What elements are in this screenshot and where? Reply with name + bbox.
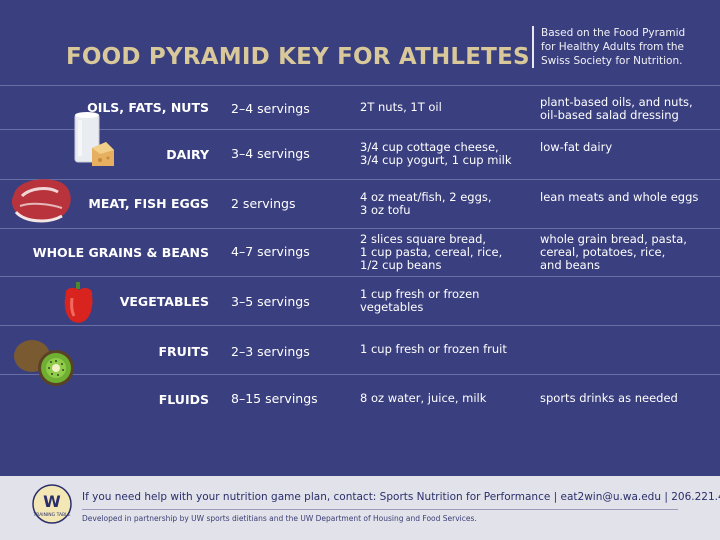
- footer-divider: [82, 509, 678, 510]
- food-group-grains: WHOLE GRAINS & BEANS: [32, 245, 209, 260]
- page-title: FOOD PYRAMID KEY FOR ATHLETES: [66, 44, 530, 70]
- choice-line: plant-based oils, and nuts,: [540, 95, 693, 109]
- servings-grains: 4–7 servings: [231, 244, 310, 259]
- amount-line: vegetables: [360, 300, 424, 314]
- amount-line: 1 cup pasta, cereal, rice,: [360, 245, 503, 259]
- amount-oils: 2T nuts, 1T oil: [360, 101, 442, 114]
- amount-line: 1 cup fresh or frozen fruit: [360, 342, 507, 356]
- row-divider: [0, 276, 720, 277]
- logo-text: TRAINING TABLE: [33, 512, 71, 518]
- amount-line: 3/4 cup cottage cheese,: [360, 140, 499, 154]
- food-group-oils: OILS, FATS, NUTS: [87, 100, 209, 115]
- food-group-fruits: FRUITS: [158, 344, 210, 359]
- amount-meat: 4 oz meat/fish, 2 eggs, 3 oz tofu: [360, 191, 492, 217]
- choice-dairy: low-fat dairy: [540, 141, 612, 154]
- amount-line: 8 oz water, juice, milk: [360, 391, 487, 405]
- choice-line: low-fat dairy: [540, 140, 613, 154]
- footer-contact: If you need help with your nutrition gam…: [82, 491, 720, 503]
- kiwi-icon: [14, 340, 74, 386]
- choice-fluids: sports drinks as needed: [540, 392, 678, 405]
- amount-vegetables: 1 cup fresh or frozen vegetables: [360, 288, 479, 314]
- row-divider: [0, 374, 720, 375]
- servings-dairy: 3–4 servings: [231, 146, 310, 161]
- servings-fruits: 2–3 servings: [231, 344, 310, 359]
- cheese-icon: [92, 142, 114, 166]
- choice-line: lean meats and whole eggs: [540, 190, 699, 204]
- servings-oils: 2–4 servings: [231, 101, 310, 116]
- amount-dairy: 3/4 cup cottage cheese, 3/4 cup yogurt, …: [360, 141, 512, 167]
- choice-grains: whole grain bread, pasta, cereal, potato…: [540, 233, 687, 272]
- row-divider: [0, 85, 720, 86]
- footer-credit: Developed in partnership by UW sports di…: [82, 514, 477, 523]
- servings-fluids: 8–15 servings: [231, 391, 318, 406]
- footer: W TRAINING TABLE If you need help with y…: [0, 476, 720, 540]
- row-divider: [0, 129, 720, 130]
- food-group-fluids: FLUIDS: [158, 392, 209, 407]
- row-divider: [0, 179, 720, 180]
- amount-line: 3/4 cup yogurt, 1 cup milk: [360, 153, 512, 167]
- logo-letter: W: [43, 492, 61, 511]
- servings-vegetables: 3–5 servings: [231, 294, 310, 309]
- row-divider: [0, 325, 720, 326]
- choice-meat: lean meats and whole eggs: [540, 191, 698, 204]
- amount-line: 2 slices square bread,: [360, 232, 487, 246]
- training-table-logo: W TRAINING TABLE: [32, 484, 72, 524]
- choice-line: whole grain bread, pasta,: [540, 232, 687, 246]
- choice-line: oil-based salad dressing: [540, 108, 679, 122]
- choice-line: sports drinks as needed: [540, 391, 678, 405]
- food-group-dairy: DAIRY: [166, 147, 209, 162]
- food-group-vegetables: VEGETABLES: [119, 294, 209, 309]
- choice-line: cereal, potatoes, rice,: [540, 245, 666, 259]
- steak-icon: [11, 179, 71, 223]
- source-note: Based on the Food Pyramid for Healthy Ad…: [532, 26, 720, 68]
- red-pepper-icon: [64, 282, 93, 323]
- amount-line: 4 oz meat/fish, 2 eggs,: [360, 190, 492, 204]
- amount-line: 2T nuts, 1T oil: [360, 100, 442, 114]
- amount-fluids: 8 oz water, juice, milk: [360, 392, 486, 405]
- servings-meat: 2 servings: [231, 196, 296, 211]
- row-divider: [0, 228, 720, 229]
- amount-line: 3 oz tofu: [360, 203, 411, 217]
- amount-grains: 2 slices square bread, 1 cup pasta, cere…: [360, 233, 502, 272]
- food-group-meat: MEAT, FISH EGGS: [88, 196, 209, 211]
- source-note-line: Swiss Society for Nutrition.: [541, 55, 683, 67]
- source-note-line: for Healthy Adults from the: [541, 41, 684, 53]
- choice-oils: plant-based oils, and nuts, oil-based sa…: [540, 96, 693, 122]
- choice-line: and beans: [540, 258, 600, 272]
- amount-line: 1 cup fresh or frozen: [360, 287, 480, 301]
- amount-fruits: 1 cup fresh or frozen fruit: [360, 343, 507, 356]
- source-note-line: Based on the Food Pyramid: [541, 27, 686, 39]
- amount-line: 1/2 cup beans: [360, 258, 442, 272]
